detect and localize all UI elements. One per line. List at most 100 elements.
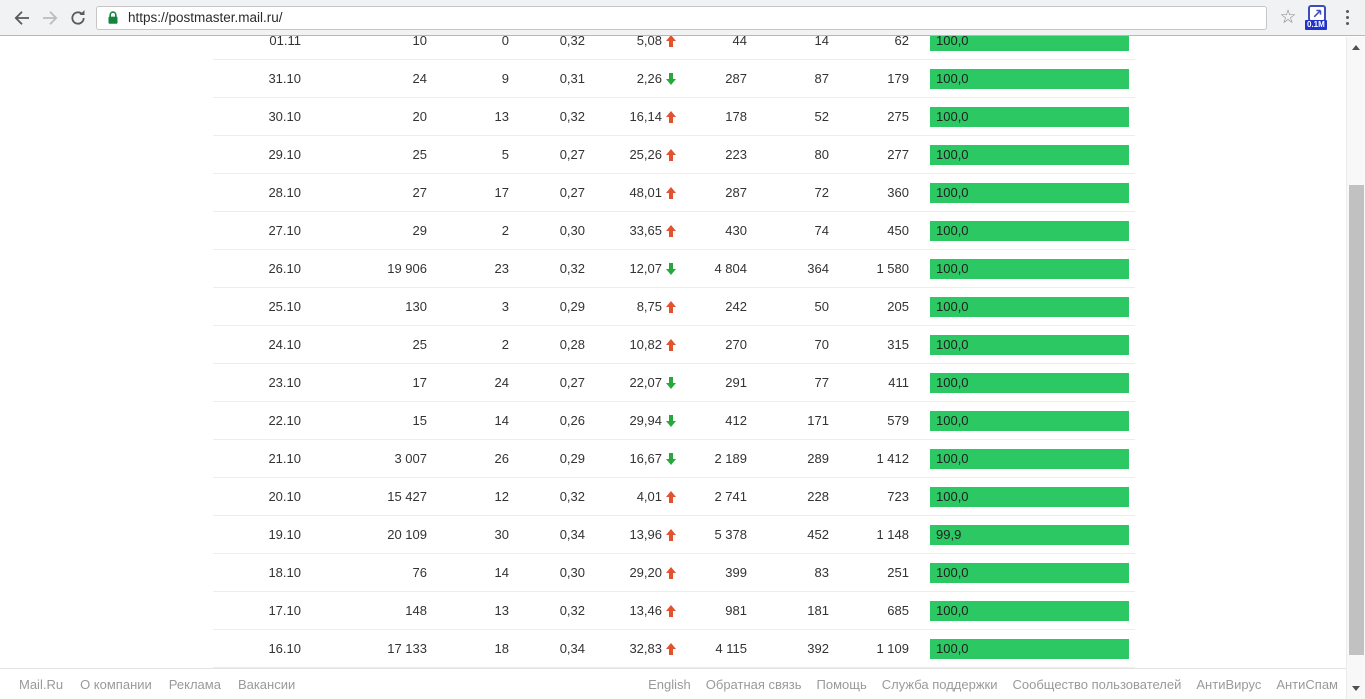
cell-value-2: 13	[494, 109, 509, 124]
progress-bar: 100,0	[930, 562, 1129, 583]
progress-bar-label: 100,0	[936, 451, 969, 466]
progress-bar: 100,0	[930, 334, 1129, 355]
address-bar[interactable]: https://postmaster.mail.ru/	[96, 5, 1267, 30]
progress-bar-label: 100,0	[936, 36, 969, 48]
cell-trend: 25,26	[585, 147, 676, 162]
cell-value-6: 70	[814, 337, 829, 352]
cell-percent-bar: 100,0	[909, 334, 1135, 355]
vertical-scrollbar[interactable]	[1346, 37, 1365, 699]
table-row: 26.10 19 906 23 0,32 12,07 4 804 364 1 5…	[213, 250, 1135, 288]
cell-value-2: 23	[494, 261, 509, 276]
table-row: 27.10 29 2 0,30 33,65 430 74 450 100,0	[213, 212, 1135, 250]
table-row: 31.10 24 9 0,31 2,26 287 87 179 100,0	[213, 60, 1135, 98]
cell-date: 28.10	[268, 185, 301, 200]
progress-bar: 99,9	[930, 524, 1129, 545]
cell-value-1: 148	[405, 603, 427, 618]
cell-value-5: 399	[725, 565, 747, 580]
trend-up-icon	[666, 528, 676, 541]
table-row: 29.10 25 5 0,27 25,26 223 80 277 100,0	[213, 136, 1135, 174]
cell-percent-bar: 100,0	[909, 448, 1135, 469]
cell-date: 30.10	[268, 109, 301, 124]
cell-value-3: 0,27	[559, 375, 585, 390]
refresh-button[interactable]	[64, 4, 92, 32]
cell-value-3: 0,27	[559, 185, 585, 200]
cell-value-1: 76	[412, 565, 427, 580]
cell-percent-bar: 100,0	[909, 372, 1135, 393]
progress-bar-label: 100,0	[936, 223, 969, 238]
cell-percent-bar: 100,0	[909, 638, 1135, 659]
trend-down-icon	[666, 263, 676, 275]
footer-link[interactable]: Реклама	[168, 676, 221, 692]
browser-menu-icon[interactable]	[1337, 4, 1357, 32]
cell-value-1: 15	[412, 413, 427, 428]
cell-percent-bar: 100,0	[909, 144, 1135, 165]
cell-value-6: 364	[807, 261, 829, 276]
cell-value-6: 77	[814, 375, 829, 390]
table-row: 16.10 17 133 18 0,34 32,83 4 115 392 1 1…	[213, 630, 1135, 668]
cell-value-1: 29	[412, 223, 427, 238]
footer-link[interactable]: Сообщество пользователей	[1012, 676, 1182, 692]
cell-value-2: 5	[501, 147, 509, 162]
cell-value-6: 83	[814, 565, 829, 580]
cell-value-5: 412	[725, 413, 747, 428]
cell-value-3: 0,27	[559, 147, 585, 162]
cell-value-2: 18	[494, 641, 509, 656]
extension-icon[interactable]: 0.1M	[1305, 3, 1329, 33]
trend-up-icon	[666, 186, 676, 199]
cell-value-5: 4 115	[715, 641, 747, 656]
trend-down-icon	[666, 73, 676, 85]
trend-up-icon	[666, 338, 676, 351]
table-row: 28.10 27 17 0,27 48,01 287 72 360 100,0	[213, 174, 1135, 212]
footer-link[interactable]: О компании	[80, 676, 152, 692]
cell-value-3: 0,29	[559, 299, 585, 314]
scrollbar-up-icon[interactable]	[1352, 45, 1360, 50]
progress-bar-label: 100,0	[936, 147, 969, 162]
cell-date: 24.10	[268, 337, 301, 352]
cell-date: 29.10	[268, 147, 301, 162]
cell-value-3: 0,29	[559, 451, 585, 466]
cell-trend: 13,46	[585, 603, 676, 618]
progress-bar: 100,0	[930, 220, 1129, 241]
cell-percent-bar: 100,0	[909, 486, 1135, 507]
footer-link[interactable]: Вакансии	[237, 676, 296, 692]
cell-value-5: 242	[725, 299, 747, 314]
footer-link[interactable]: Обратная связь	[705, 676, 802, 692]
footer-link[interactable]: Mail.Ru	[19, 676, 64, 692]
cell-value-7: 579	[887, 413, 909, 428]
back-button[interactable]	[8, 4, 36, 32]
cell-value-5: 178	[725, 109, 747, 124]
table-row: 22.10 15 14 0,26 29,94 412 171 579 100,0	[213, 402, 1135, 440]
trend-up-icon	[666, 642, 676, 655]
footer: Mail.Ru О компании Реклама Вакансии English…	[0, 668, 1365, 699]
forward-arrow-icon	[43, 10, 58, 25]
footer-link[interactable]: English	[648, 676, 691, 692]
cell-value-1: 19 906	[387, 261, 427, 276]
cell-trend: 16,67	[585, 451, 676, 466]
bookmark-star-icon[interactable]: ☆	[1279, 6, 1297, 28]
scrollbar-thumb[interactable]	[1349, 185, 1364, 655]
cell-value-2: 9	[501, 71, 509, 86]
scrollbar-down-icon[interactable]	[1352, 686, 1360, 691]
url-text[interactable]: https://postmaster.mail.ru/	[128, 10, 283, 25]
cell-percent-bar: 100,0	[909, 296, 1135, 317]
footer-link[interactable]: Служба поддержки	[881, 676, 998, 692]
cell-value-3: 0,30	[559, 565, 585, 580]
browser-toolbar: https://postmaster.mail.ru/ ☆ 0.1M	[0, 0, 1365, 36]
cell-percent-bar: 100,0	[909, 182, 1135, 203]
secure-lock-icon[interactable]	[107, 10, 119, 25]
cell-value-3: 0,30	[559, 223, 585, 238]
trend-down-icon	[666, 453, 676, 465]
footer-link[interactable]: АнтиВирус	[1196, 676, 1262, 692]
progress-bar: 100,0	[930, 182, 1129, 203]
cell-value-1: 130	[405, 299, 427, 314]
cell-trend: 22,07	[585, 375, 676, 390]
forward-button[interactable]	[36, 4, 64, 32]
cell-value-7: 179	[887, 71, 909, 86]
footer-link[interactable]: АнтиСпам	[1276, 676, 1338, 692]
trend-up-icon	[666, 148, 676, 161]
footer-link[interactable]: Помощь	[816, 676, 867, 692]
progress-bar: 100,0	[930, 372, 1129, 393]
cell-date: 20.10	[268, 489, 301, 504]
table-row: 30.10 20 13 0,32 16,14 178 52 275 100,0	[213, 98, 1135, 136]
cell-value-7: 360	[887, 185, 909, 200]
